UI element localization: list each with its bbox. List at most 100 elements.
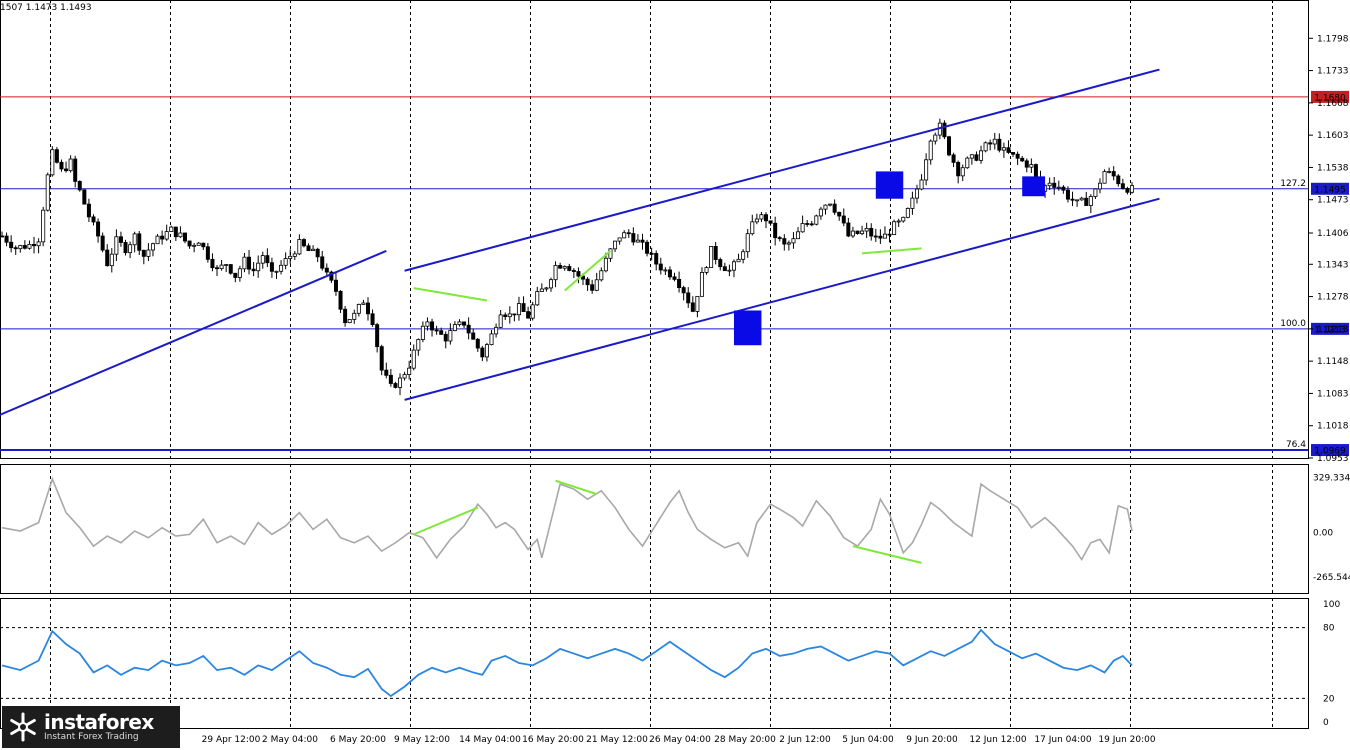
y-tick-label: 1.1083	[1317, 389, 1349, 399]
candle	[164, 231, 169, 240]
candle	[484, 344, 489, 358]
rsi-tick-label: 100	[1323, 600, 1340, 610]
candle	[233, 272, 238, 278]
candle	[128, 244, 133, 254]
candle	[123, 242, 128, 254]
divergence-line	[861, 247, 922, 255]
candle	[73, 158, 78, 182]
y-tick-label: 1.1018	[1317, 422, 1349, 432]
trend-line	[0, 249, 387, 416]
candle	[942, 122, 947, 138]
y-tick-label: 1.1603	[1317, 131, 1349, 141]
candle	[402, 374, 407, 379]
candle	[663, 269, 668, 272]
candle	[548, 279, 553, 289]
candle	[9, 241, 14, 249]
candle	[411, 349, 416, 369]
candle	[979, 150, 984, 161]
x-tick-label: 28 May 20:00	[714, 735, 776, 745]
candle	[379, 346, 384, 371]
candle	[237, 268, 242, 278]
candle	[960, 167, 965, 177]
candle	[581, 275, 586, 280]
candle	[1070, 198, 1075, 201]
candle	[613, 240, 618, 250]
candle	[311, 248, 316, 252]
candle	[1061, 186, 1066, 191]
candle	[0, 235, 5, 238]
candle	[512, 313, 517, 316]
candle	[878, 235, 883, 239]
candle	[1102, 171, 1107, 184]
candle	[82, 189, 87, 205]
candle	[260, 255, 265, 264]
candle	[736, 258, 741, 263]
level-caption: 127.2	[1280, 179, 1306, 189]
candle	[420, 325, 425, 340]
candle	[1029, 164, 1034, 168]
candle	[173, 226, 178, 238]
y-tick-label: 1.1668	[1317, 99, 1349, 109]
candle	[828, 203, 833, 206]
x-tick-label: 6 May 20:00	[330, 735, 386, 745]
candle	[137, 233, 142, 251]
candle	[686, 292, 691, 304]
y-tick-label: 1.1406	[1317, 229, 1349, 239]
candle	[430, 321, 435, 331]
y-tick-label: 1.1733	[1317, 67, 1349, 77]
candle	[1079, 197, 1084, 201]
price-label: 1.1680	[1314, 93, 1346, 103]
candle	[910, 197, 915, 209]
candle	[471, 332, 476, 340]
ohlc-readout: 1507 1.1473 1.1493	[0, 3, 92, 13]
y-tick-label: 1.1148	[1317, 357, 1349, 367]
candle	[187, 240, 192, 247]
x-tick-label: 21 May 12:00	[586, 735, 648, 745]
candle	[192, 244, 197, 247]
candle	[1088, 196, 1093, 206]
candle	[1020, 157, 1025, 162]
y-tick-label: 1.1213	[1317, 325, 1349, 335]
level-caption: 76.4	[1286, 440, 1306, 450]
candle	[288, 255, 293, 259]
candle	[283, 258, 288, 266]
candle	[796, 231, 801, 240]
price-label: 1.1495	[1314, 185, 1346, 195]
cci-divergence-line	[852, 545, 922, 564]
cci-tick-label: 0.00	[1313, 529, 1333, 539]
x-tick-label: 2 Jun 12:00	[779, 735, 831, 745]
candle	[860, 230, 865, 235]
y-tick-label: 1.1278	[1317, 293, 1349, 303]
candle	[690, 302, 695, 312]
candle	[457, 321, 462, 326]
candle	[1006, 147, 1011, 153]
candle	[896, 220, 901, 223]
candle	[622, 232, 627, 239]
candle	[59, 161, 64, 170]
candle	[516, 303, 521, 316]
candle	[590, 284, 595, 291]
candle	[722, 266, 727, 272]
price-label: 1.1213	[1314, 325, 1346, 335]
x-tick-label: 9 Jun 20:00	[906, 735, 958, 745]
candle	[146, 249, 151, 257]
candle	[224, 264, 229, 266]
x-tick-label: 17 Jun 04:00	[1034, 735, 1091, 745]
candle	[333, 279, 338, 292]
candle	[64, 168, 69, 172]
candle	[905, 208, 910, 218]
candle	[205, 246, 210, 260]
candle	[786, 242, 791, 245]
candle	[649, 252, 654, 255]
candle	[425, 321, 430, 327]
candle	[91, 216, 96, 223]
candle	[672, 276, 677, 280]
candle	[251, 268, 256, 272]
candle	[901, 216, 906, 222]
candle	[832, 203, 837, 213]
candle	[553, 265, 558, 281]
candle	[279, 264, 284, 272]
candle	[699, 272, 704, 297]
y-tick-label: 1.0953	[1317, 454, 1349, 464]
